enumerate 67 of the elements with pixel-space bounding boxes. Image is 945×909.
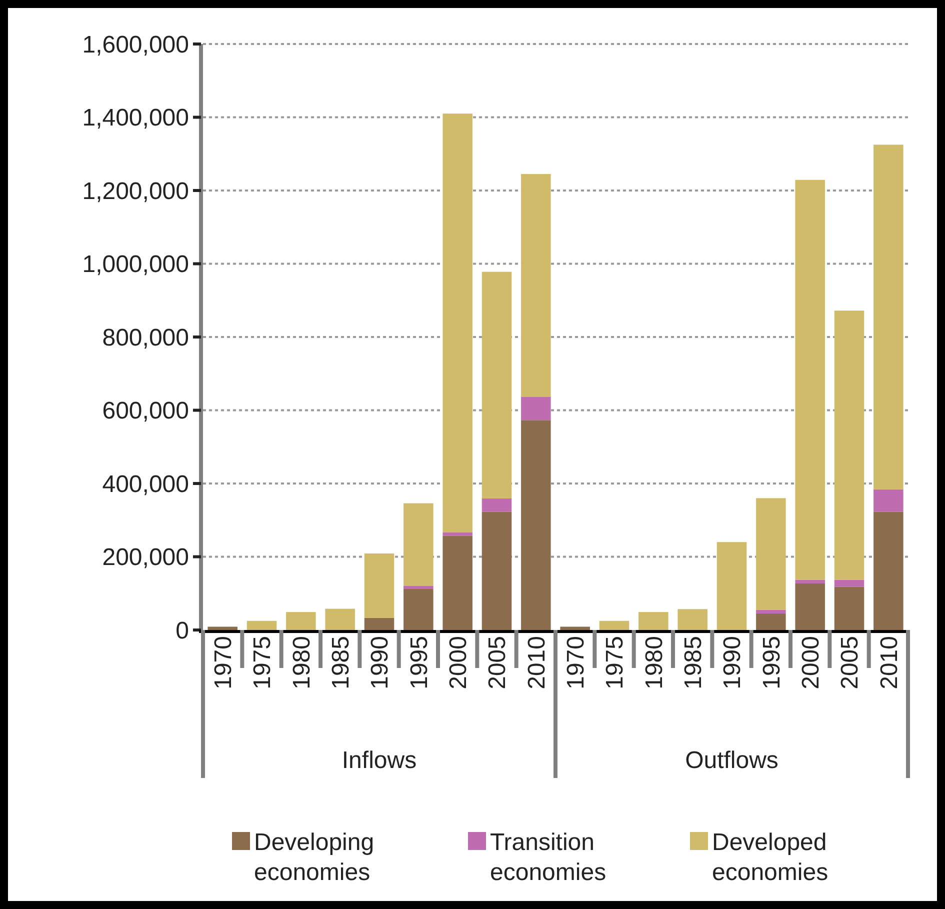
bar: [442, 536, 472, 630]
bar: [404, 586, 434, 589]
y-tick-label: 1,200,000: [82, 178, 189, 205]
x-tick-label: 1975: [602, 636, 629, 690]
y-tick-label: 1,400,000: [82, 104, 189, 132]
bar: [756, 610, 786, 614]
bar: [404, 588, 434, 630]
bar: [521, 174, 551, 397]
bar: [834, 310, 864, 580]
y-tick-label: 200,000: [102, 544, 189, 572]
bar: [521, 396, 551, 420]
bar: [482, 498, 512, 512]
text: Inflows: [342, 747, 417, 774]
x-tick-label: 1985: [680, 636, 707, 690]
bar: [521, 420, 551, 630]
bar: [716, 542, 747, 630]
x-tick-label: 1990: [719, 636, 746, 690]
bar: [286, 612, 316, 630]
bar: [874, 489, 904, 512]
legend-label: Developed economies: [712, 829, 828, 886]
bar: [795, 580, 825, 584]
bar: [246, 620, 277, 630]
text: Outflows: [685, 747, 778, 774]
bar: [756, 498, 786, 610]
x-tick-label: 1970: [210, 636, 237, 690]
x-tick-label: 2010: [876, 636, 903, 690]
bar: [795, 583, 825, 630]
x-tick-label: 1970: [562, 636, 590, 690]
legend-label: Developing economies: [254, 829, 374, 886]
bar: [482, 272, 512, 499]
legend-label: Transition economies: [490, 829, 606, 886]
x-tick-label: 1995: [758, 636, 786, 690]
x-tick-label: 1980: [288, 636, 316, 690]
x-tick-label: 1985: [327, 636, 354, 690]
bar: [834, 580, 864, 587]
bar: [325, 608, 355, 630]
x-tick-label: 1975: [249, 636, 276, 690]
x-tick-label: 2000: [797, 636, 824, 690]
bar: [560, 626, 590, 630]
bar: [874, 512, 904, 630]
bar: [482, 512, 512, 630]
bar: [364, 618, 394, 630]
bar: [874, 144, 904, 490]
x-tick-label: 1995: [406, 636, 433, 690]
bar: [208, 626, 238, 630]
bar: [638, 612, 668, 630]
y-tick-label: 600,000: [102, 398, 189, 425]
x-tick-label: 2000: [444, 636, 472, 690]
bar: [834, 586, 864, 630]
y-tick-label: 1,000,000: [82, 251, 189, 278]
bar: [678, 609, 708, 630]
x-tick-label: 1980: [640, 636, 668, 690]
bar: [795, 180, 825, 580]
x-tick-label: 2005: [836, 636, 864, 690]
bar: [364, 553, 394, 618]
y-tick-label: 1,600,000: [82, 31, 189, 58]
x-tick-label: 2010: [523, 636, 550, 690]
x-tick-label: 2005: [484, 636, 512, 690]
y-tick-label: 0: [176, 617, 189, 644]
bar: [404, 503, 434, 586]
bar: [442, 114, 472, 532]
bar: [756, 614, 786, 630]
bar: [599, 620, 630, 630]
y-tick-label: 800,000: [102, 324, 189, 352]
y-tick-label: 400,000: [102, 470, 189, 498]
bar: [442, 532, 472, 536]
x-tick-label: 1990: [366, 636, 394, 690]
